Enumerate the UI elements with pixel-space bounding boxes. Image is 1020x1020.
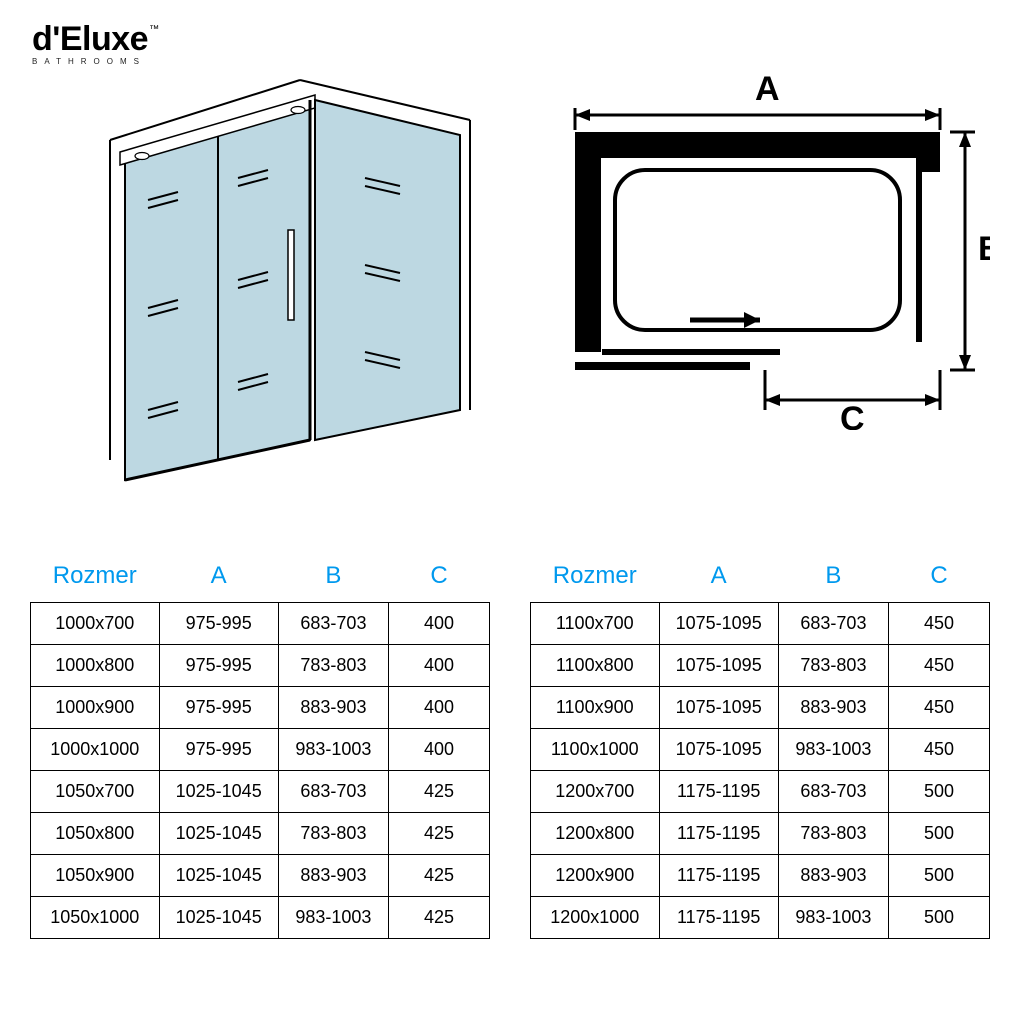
- table-row: 1050x10001025-1045983-1003425: [31, 896, 490, 938]
- table-cell: 1025-1045: [159, 854, 278, 896]
- col-header: C: [889, 560, 990, 602]
- table-cell: 1050x800: [31, 812, 160, 854]
- table-cell: 1175-1195: [659, 896, 778, 938]
- table-cell: 425: [389, 812, 490, 854]
- table-cell: 1000x900: [31, 686, 160, 728]
- table-row: 1000x900975-995883-903400: [31, 686, 490, 728]
- table-cell: 983-1003: [278, 896, 388, 938]
- table-cell: 1200x1000: [531, 896, 660, 938]
- table-cell: 1100x900: [531, 686, 660, 728]
- table-cell: 883-903: [778, 854, 888, 896]
- table-row: 1100x7001075-1095683-703450: [531, 602, 990, 644]
- table-row: 1050x9001025-1045883-903425: [31, 854, 490, 896]
- brand-tm: ™: [149, 24, 159, 35]
- table-row: 1000x800975-995783-803400: [31, 644, 490, 686]
- enclosure-3d-drawing: [70, 60, 490, 500]
- dim-label-b: B: [978, 230, 990, 268]
- table-cell: 1175-1195: [659, 812, 778, 854]
- table-cell: 783-803: [778, 812, 888, 854]
- table-cell: 883-903: [778, 686, 888, 728]
- table-cell: 450: [889, 686, 990, 728]
- table-cell: 1075-1095: [659, 644, 778, 686]
- table-cell: 425: [389, 854, 490, 896]
- table-cell: 1100x700: [531, 602, 660, 644]
- table-cell: 1025-1045: [159, 812, 278, 854]
- table-cell: 983-1003: [778, 896, 888, 938]
- table-cell: 1025-1045: [159, 770, 278, 812]
- table-cell: 1200x800: [531, 812, 660, 854]
- table-cell: 1200x900: [531, 854, 660, 896]
- table-cell: 1000x800: [31, 644, 160, 686]
- table-cell: 975-995: [159, 686, 278, 728]
- table-row: 1050x8001025-1045783-803425: [31, 812, 490, 854]
- col-header: Rozmer: [531, 560, 660, 602]
- table-cell: 783-803: [278, 812, 388, 854]
- table-cell: 975-995: [159, 644, 278, 686]
- dimension-table-left: Rozmer A B C 1000x700975-995683-70340010…: [30, 560, 490, 939]
- brand-name: d'Eluxe: [32, 20, 148, 58]
- col-header: A: [659, 560, 778, 602]
- table-cell: 425: [389, 896, 490, 938]
- dimension-table-right: Rozmer A B C 1100x7001075-1095683-703450…: [530, 560, 990, 939]
- col-header: C: [389, 560, 490, 602]
- table-cell: 975-995: [159, 728, 278, 770]
- table-row: 1000x700975-995683-703400: [31, 602, 490, 644]
- table-cell: 1075-1095: [659, 602, 778, 644]
- col-header: Rozmer: [31, 560, 160, 602]
- table-cell: 1050x900: [31, 854, 160, 896]
- table-cell: 983-1003: [778, 728, 888, 770]
- table-row: 1200x9001175-1195883-903500: [531, 854, 990, 896]
- table-row: 1000x1000975-995983-1003400: [31, 728, 490, 770]
- dim-label-a: A: [755, 70, 780, 108]
- table-cell: 450: [889, 602, 990, 644]
- table-cell: 1175-1195: [659, 854, 778, 896]
- table-cell: 450: [889, 644, 990, 686]
- table-cell: 1100x800: [531, 644, 660, 686]
- table-cell: 1075-1095: [659, 728, 778, 770]
- table-row: 1200x8001175-1195783-803500: [531, 812, 990, 854]
- table-cell: 983-1003: [278, 728, 388, 770]
- table-cell: 1050x1000: [31, 896, 160, 938]
- table-cell: 425: [389, 770, 490, 812]
- dimension-tables: Rozmer A B C 1000x700975-995683-70340010…: [30, 560, 990, 939]
- table-cell: 1100x1000: [531, 728, 660, 770]
- col-header: B: [778, 560, 888, 602]
- table-cell: 683-703: [278, 602, 388, 644]
- table-cell: 883-903: [278, 686, 388, 728]
- table-cell: 883-903: [278, 854, 388, 896]
- table-cell: 400: [389, 602, 490, 644]
- table-row: 1100x8001075-1095783-803450: [531, 644, 990, 686]
- table-cell: 1075-1095: [659, 686, 778, 728]
- table-row: 1200x7001175-1195683-703500: [531, 770, 990, 812]
- table-row: 1100x9001075-1095883-903450: [531, 686, 990, 728]
- dim-label-c: C: [840, 400, 865, 430]
- table-cell: 975-995: [159, 602, 278, 644]
- table-cell: 1200x700: [531, 770, 660, 812]
- table-cell: 1000x1000: [31, 728, 160, 770]
- table-cell: 400: [389, 728, 490, 770]
- table-cell: 500: [889, 770, 990, 812]
- table-cell: 683-703: [778, 602, 888, 644]
- col-header: B: [278, 560, 388, 602]
- table-cell: 1000x700: [31, 602, 160, 644]
- table-row: 1100x10001075-1095983-1003450: [531, 728, 990, 770]
- table-row: 1050x7001025-1045683-703425: [31, 770, 490, 812]
- table-cell: 400: [389, 686, 490, 728]
- table-cell: 1025-1045: [159, 896, 278, 938]
- col-header: A: [159, 560, 278, 602]
- table-cell: 400: [389, 644, 490, 686]
- table-row: 1200x10001175-1195983-1003500: [531, 896, 990, 938]
- plan-diagram: A B C: [560, 70, 990, 430]
- table-cell: 500: [889, 812, 990, 854]
- table-cell: 500: [889, 854, 990, 896]
- table-cell: 783-803: [278, 644, 388, 686]
- table-cell: 1050x700: [31, 770, 160, 812]
- table-cell: 683-703: [278, 770, 388, 812]
- table-cell: 683-703: [778, 770, 888, 812]
- table-cell: 783-803: [778, 644, 888, 686]
- table-cell: 450: [889, 728, 990, 770]
- table-cell: 1175-1195: [659, 770, 778, 812]
- table-cell: 500: [889, 896, 990, 938]
